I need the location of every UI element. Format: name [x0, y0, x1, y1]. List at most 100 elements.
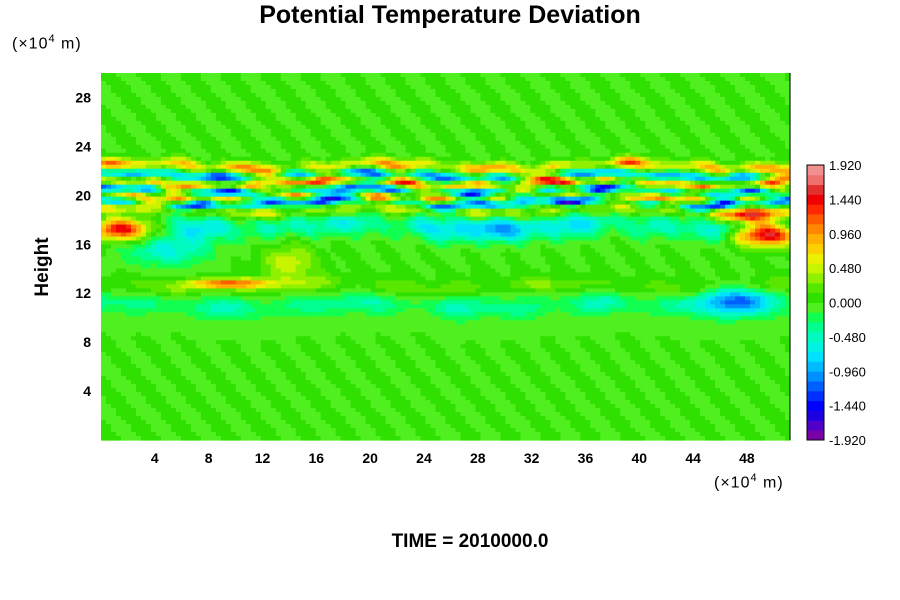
heatmap-cell — [460, 124, 467, 130]
heatmap-cell — [230, 144, 237, 150]
heatmap-cell — [760, 76, 766, 82]
heatmap-cell — [585, 108, 591, 114]
heatmap-cell — [305, 80, 312, 86]
heatmap-cell — [101, 144, 107, 150]
heatmap-cell — [760, 84, 766, 90]
heatmap-cell — [445, 144, 452, 150]
heatmap-cell — [490, 168, 497, 174]
heatmap-cell — [590, 80, 596, 86]
heatmap-cell — [500, 184, 507, 190]
heatmap-cell — [545, 80, 551, 86]
heatmap-cell — [560, 108, 566, 114]
heatmap-cell — [175, 132, 182, 138]
heatmap-cell — [505, 124, 511, 130]
heatmap-cell — [775, 160, 781, 166]
heatmap-cell — [115, 80, 122, 86]
heatmap-cell — [260, 96, 267, 102]
heatmap-cell — [160, 164, 167, 170]
heatmap-cell — [300, 80, 307, 86]
heatmap-cell — [705, 128, 711, 134]
heatmap-cell — [280, 160, 287, 166]
heatmap-cell — [165, 160, 172, 166]
heatmap-cell — [105, 140, 112, 146]
heatmap-cell — [525, 104, 531, 110]
heatmap-cell — [240, 116, 247, 122]
heatmap-cell — [785, 208, 791, 214]
heatmap-cell — [695, 104, 701, 110]
heatmap-cell — [680, 84, 686, 90]
heatmap-cell — [160, 156, 167, 162]
heatmap-cell — [725, 184, 731, 190]
heatmap-cell — [590, 104, 596, 110]
heatmap-cell — [215, 160, 222, 166]
heatmap-cell — [670, 80, 676, 86]
heatmap-cell — [510, 80, 516, 86]
heatmap-cell — [565, 168, 571, 174]
heatmap-cell — [440, 112, 447, 118]
heatmap-cell — [340, 88, 347, 94]
heatmap-cell — [450, 76, 457, 82]
heatmap-cell — [110, 80, 117, 86]
heatmap-cell — [740, 116, 746, 122]
heatmap-cell — [780, 132, 786, 138]
heatmap-cell — [265, 168, 272, 174]
heatmap-cell — [770, 80, 776, 86]
heatmap-cell — [430, 188, 437, 194]
heatmap-cell — [140, 156, 147, 162]
heatmap-cell — [200, 204, 207, 210]
heatmap-cell — [630, 184, 636, 190]
heatmap-cell — [530, 188, 536, 194]
heatmap-cell — [760, 176, 766, 182]
heatmap-cell — [280, 120, 287, 126]
heatmap-cell — [700, 212, 706, 218]
heatmap-cell — [655, 180, 661, 186]
heatmap-cell — [165, 132, 172, 138]
heatmap-cell — [625, 92, 631, 98]
heatmap-cell — [315, 124, 322, 130]
heatmap-cell — [385, 160, 392, 166]
heatmap-cell — [560, 73, 566, 78]
heatmap-cell — [720, 88, 726, 94]
heatmap-cell — [615, 140, 621, 146]
heatmap-cell — [695, 176, 701, 182]
heatmap-cell — [125, 160, 132, 166]
heatmap-cell — [710, 196, 716, 202]
heatmap-cell — [290, 164, 297, 170]
heatmap-cell — [650, 112, 656, 118]
heatmap-cell — [465, 80, 472, 86]
heatmap-cell — [480, 196, 487, 202]
heatmap-cell — [110, 88, 117, 94]
heatmap-cell — [101, 200, 107, 206]
heatmap-cell — [735, 136, 741, 142]
heatmap-cell — [145, 76, 152, 82]
heatmap-cell — [780, 100, 786, 106]
heatmap-cell — [650, 200, 656, 206]
heatmap-cell — [345, 152, 352, 158]
heatmap-cell — [705, 212, 711, 218]
heatmap-cell — [125, 156, 132, 162]
heatmap-cell — [620, 76, 626, 82]
heatmap-cell — [170, 140, 177, 146]
heatmap-cell — [135, 76, 142, 82]
heatmap-cell — [250, 184, 257, 190]
heatmap-cell — [640, 104, 646, 110]
heatmap-cell — [190, 96, 197, 102]
heatmap-cell — [735, 168, 741, 174]
heatmap-cell — [675, 164, 681, 170]
heatmap-cell — [715, 120, 721, 126]
heatmap-cell — [430, 156, 437, 162]
heatmap-cell — [620, 172, 626, 178]
heatmap-cell — [535, 212, 541, 218]
heatmap-cell — [730, 136, 736, 142]
heatmap-cell — [380, 120, 387, 126]
heatmap-cell — [290, 120, 297, 126]
heatmap-cell — [195, 100, 202, 106]
heatmap-cell — [580, 144, 586, 150]
heatmap-cell — [125, 152, 132, 158]
heatmap-cell — [370, 80, 377, 86]
heatmap-cell — [505, 172, 511, 178]
heatmap-cell — [440, 80, 447, 86]
heatmap-cell — [105, 120, 112, 126]
heatmap-cell — [535, 80, 541, 86]
heatmap-cell — [750, 192, 756, 198]
